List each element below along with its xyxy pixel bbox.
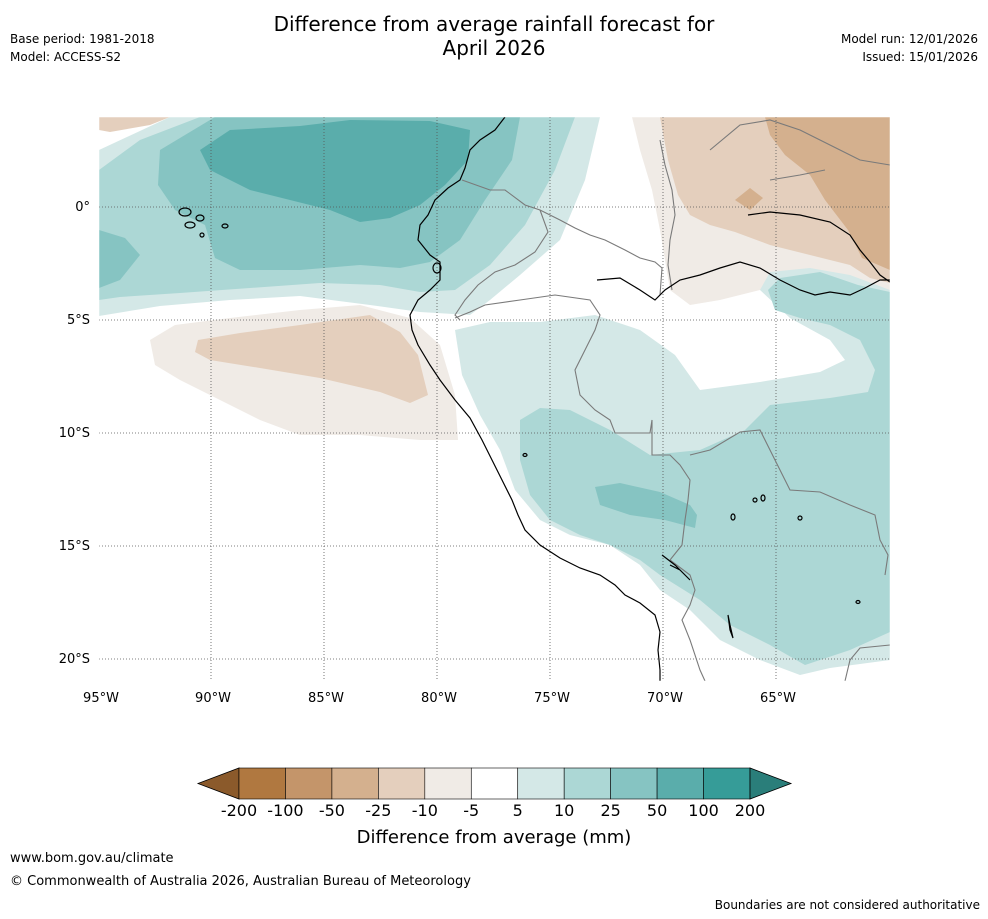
wet-zone-25-west-edge	[99, 230, 140, 288]
meta-right: Model run: 12/01/2026 Issued: 15/01/2026	[841, 30, 978, 66]
wet-zone-50-northwest	[200, 120, 470, 222]
model-text: Model: ACCESS-S2	[10, 50, 122, 64]
colorbar-segment	[331, 767, 379, 800]
lon-label-75w: 75°W	[534, 691, 570, 706]
colorbar-tick-label: 200	[735, 801, 766, 820]
lat-label-15s: 15°S	[59, 539, 90, 554]
lon-label-95w: 95°W	[83, 691, 119, 706]
page-title: Difference from average rainfall forecas…	[0, 12, 988, 60]
colorbar-segment	[238, 767, 286, 800]
dry-zone-25-northeast	[765, 117, 890, 270]
colorbar-tick-labels: -200 -100 -50 -25 -10 -5 5 10 25 50 100 200	[221, 801, 765, 820]
coastline	[178, 117, 890, 681]
colorbar-segment	[285, 767, 333, 800]
title-line-1: Difference from average rainfall forecas…	[273, 12, 715, 36]
colorbar-tick-label: -25	[365, 801, 391, 820]
colorbar-tick-label: 50	[647, 801, 667, 820]
footer-url: www.bom.gov.au/climate	[10, 851, 174, 866]
colorbar-tick-label: -5	[463, 801, 479, 820]
lon-label-70w: 70°W	[647, 691, 683, 706]
colorbar-segment	[378, 767, 426, 800]
longitude-labels: 95°W 90°W 85°W 80°W 75°W 70°W 65°W	[83, 691, 796, 706]
wet-zone-10-southeast	[520, 272, 890, 665]
colorbar-tick-label: 25	[600, 801, 620, 820]
colorbar-title: Difference from average (mm)	[357, 827, 632, 848]
lat-label-0: 0°	[75, 200, 90, 215]
colorbar-tick-label: 100	[688, 801, 719, 820]
colorbar-segment	[703, 767, 751, 800]
lat-label-20s: 20°S	[59, 652, 90, 667]
colorbar-segment	[424, 767, 472, 800]
title-line-2: April 2026	[442, 36, 546, 60]
meta-left: Base period: 1981-2018 Model: ACCESS-S2	[10, 30, 155, 66]
model-run-text: Model run: 12/01/2026	[840, 32, 978, 46]
latitude-labels: 0° 5°S 10°S 15°S 20°S	[59, 200, 90, 667]
lon-label-65w: 65°W	[760, 691, 796, 706]
colorbar-tick-label: -10	[412, 801, 438, 820]
footer-copyright: © Commonwealth of Australia 2026, Austra…	[10, 874, 471, 889]
colorbar-segment	[517, 767, 565, 800]
issued-text: Issued: 15/01/2026	[862, 50, 978, 64]
colorbar-tick-label: 5	[513, 801, 523, 820]
colorbar	[196, 767, 793, 800]
colorbar-extend-low	[196, 767, 240, 800]
wet-zone-25-southeast	[595, 483, 697, 528]
lat-label-10s: 10°S	[59, 426, 90, 441]
dry-zone-10-pacific	[195, 315, 428, 403]
lon-label-80w: 80°W	[421, 691, 457, 706]
lon-label-85w: 85°W	[308, 691, 344, 706]
colorbar-tick-label: -50	[319, 801, 345, 820]
colorbar-segment	[610, 767, 658, 800]
footer-disclaimer: Boundaries are not considered authoritat…	[714, 898, 980, 912]
colorbar-segment	[656, 767, 704, 800]
colorbar-tick-label: -100	[267, 801, 303, 820]
lon-label-90w: 90°W	[195, 691, 231, 706]
dry-zone-10-topleft	[99, 117, 170, 132]
colorbar-extend-high	[749, 767, 793, 800]
dry-zone-25-small	[735, 188, 763, 210]
colorbar-tick-label: 10	[554, 801, 574, 820]
map-area	[99, 117, 890, 681]
colorbar-segment	[563, 767, 611, 800]
colorbar-segment	[470, 767, 519, 800]
gridlines	[99, 117, 890, 681]
country-borders	[454, 119, 890, 681]
colorbar-tick-label: -200	[221, 801, 257, 820]
base-period-text: Base period: 1981-2018	[10, 32, 155, 46]
lat-label-5s: 5°S	[67, 313, 90, 328]
